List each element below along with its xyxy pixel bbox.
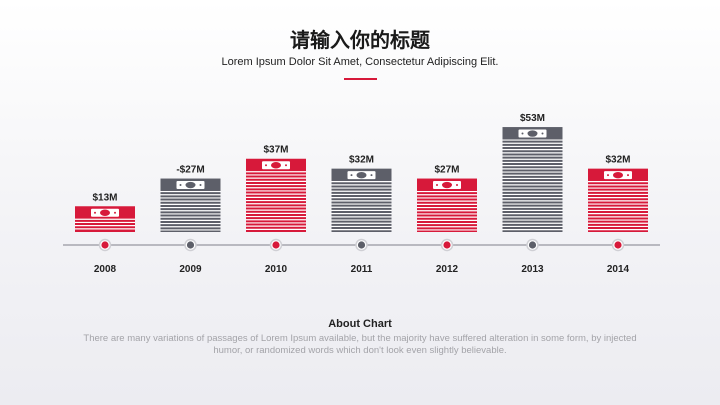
x-tick-label: 2011 [351, 264, 373, 275]
bar-value-label: $32M [349, 155, 374, 166]
page-title: 请输入你的标题 [290, 28, 430, 52]
bill-icon [176, 181, 205, 190]
bar-value-label: $53M [520, 113, 545, 124]
bar-2011 [331, 168, 392, 232]
bar-2014 [588, 168, 648, 232]
bill-icon [347, 171, 376, 180]
about-chart-body: There are many variations of passages of… [83, 333, 637, 356]
bar-2008 [75, 206, 135, 232]
timeline-marker-dot [101, 241, 109, 249]
bill-icon [518, 129, 547, 138]
bar-value-label: -$27M [176, 165, 204, 176]
bar-value-label: $27M [434, 165, 459, 176]
x-tick-label: 2013 [521, 264, 544, 275]
timeline-marker-dot [357, 241, 366, 249]
about-chart-title: About Chart [328, 318, 392, 330]
timeline-marker-dot [272, 241, 280, 249]
bar-2012 [417, 178, 477, 232]
bar-2009 [160, 178, 221, 232]
bar-2013 [502, 127, 563, 232]
timeline-marker-dot [528, 241, 537, 249]
x-tick-label: 2012 [436, 264, 459, 275]
bill-icon [91, 208, 119, 217]
title-accent-line [344, 78, 377, 80]
money-stack-chart: $13M 2008 -$27M 2009 $37M 2010 $32M 2011 $27M 201… [63, 113, 660, 275]
bill-icon [433, 181, 461, 190]
x-tick-label: 2010 [265, 264, 288, 275]
bill-icon [604, 171, 632, 180]
page-subtitle: Lorem Ipsum Dolor Sit Amet, Consectetur … [221, 56, 499, 68]
bar-value-label: $37M [263, 145, 288, 156]
x-tick-label: 2014 [607, 264, 630, 275]
x-tick-label: 2009 [179, 264, 202, 275]
bar-2010 [246, 158, 306, 232]
bar-value-label: $32M [605, 155, 630, 166]
timeline-marker-dot [186, 241, 195, 249]
x-tick-label: 2008 [94, 264, 117, 275]
timeline-marker-dot [614, 241, 622, 249]
bar-value-label: $13M [92, 192, 117, 203]
timeline-marker-dot [443, 241, 451, 249]
bill-icon [262, 161, 290, 170]
